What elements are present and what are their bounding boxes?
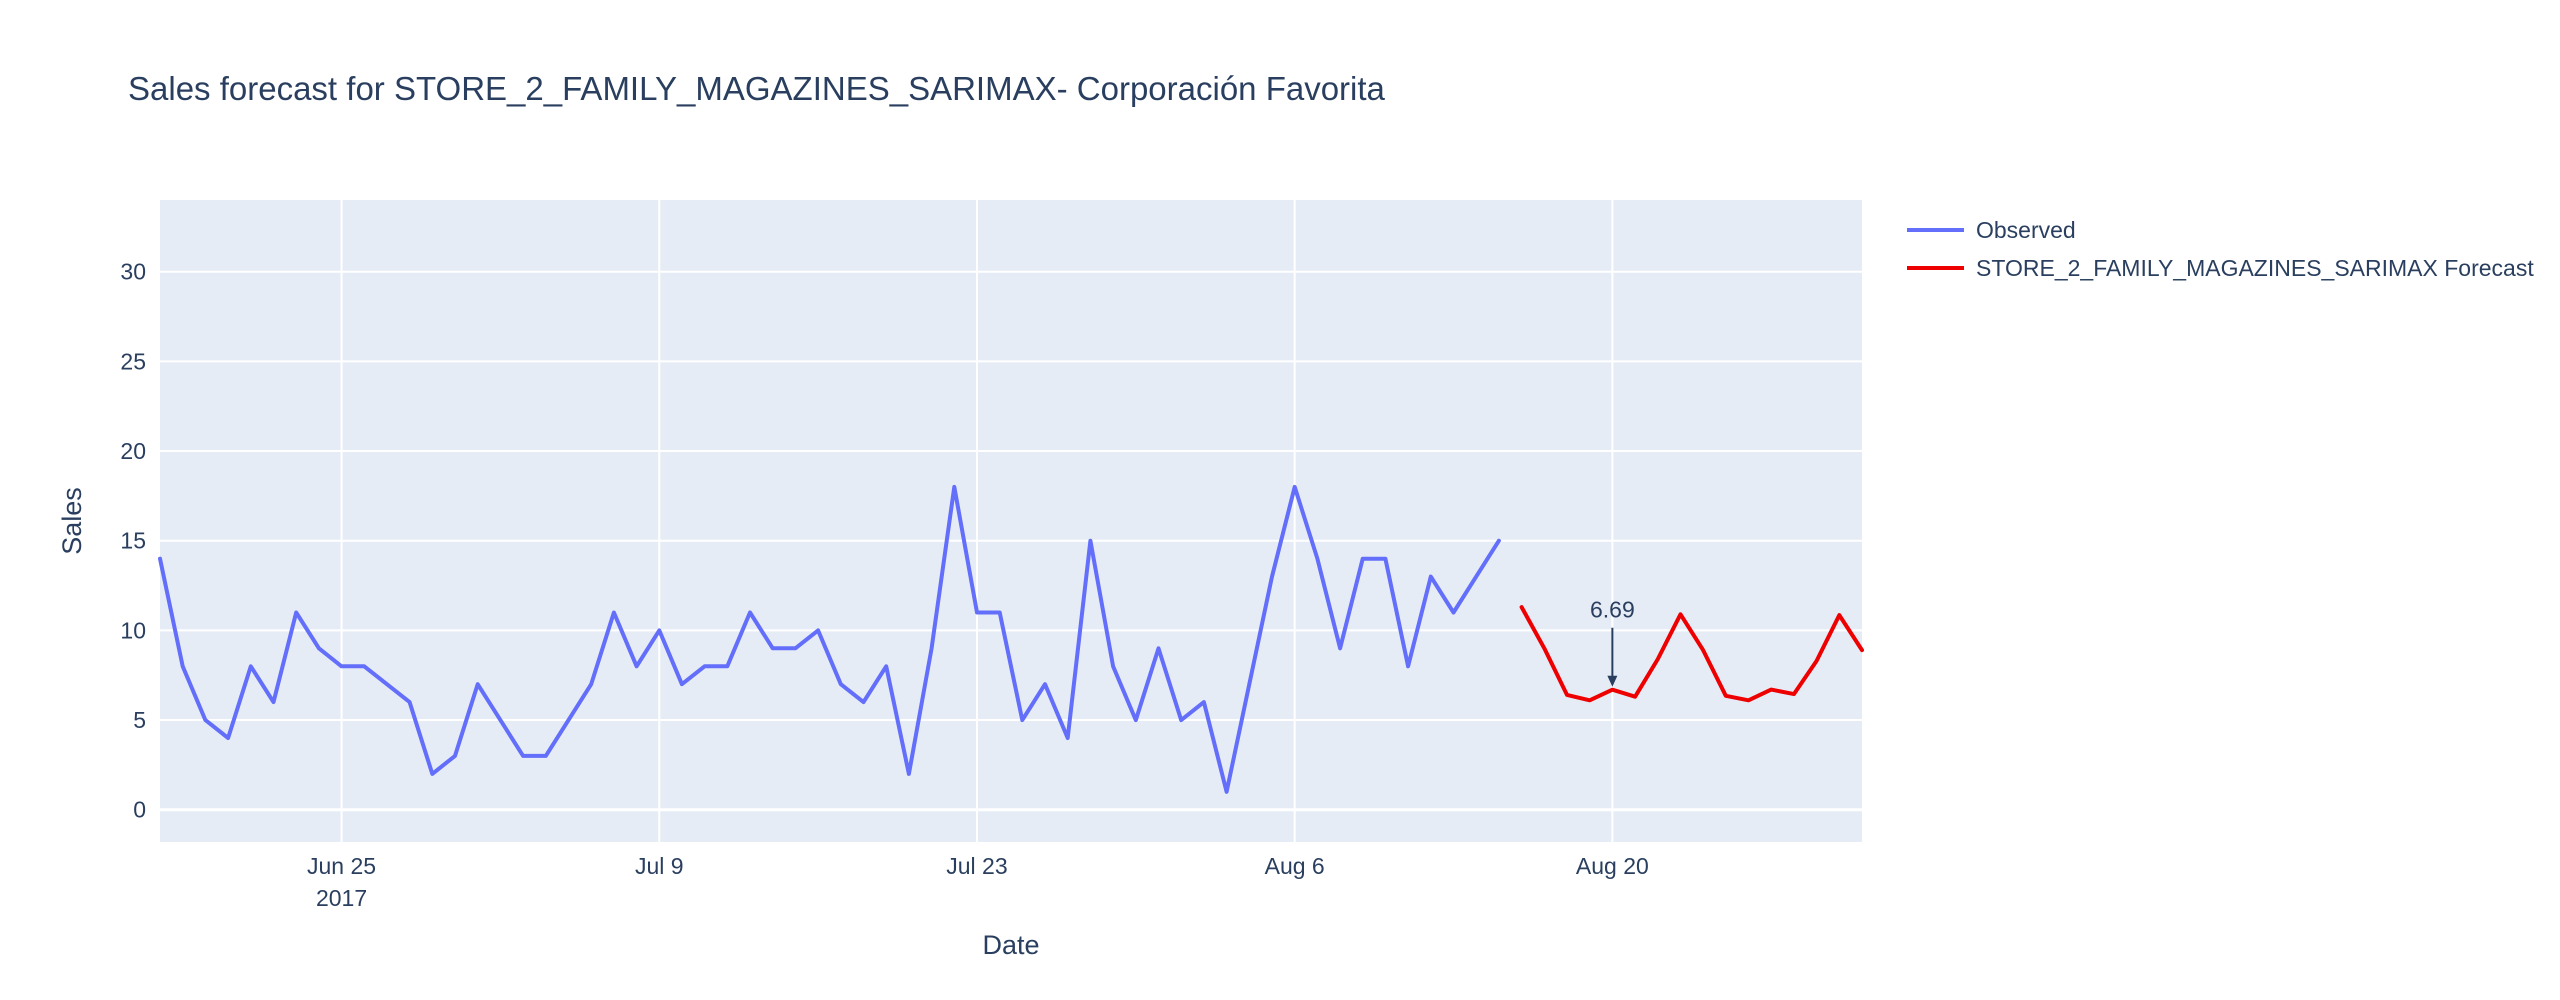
chart-title: Sales forecast for STORE_2_FAMILY_MAGAZI… <box>128 70 1386 107</box>
y-axis-title: Sales <box>57 487 87 555</box>
y-tick-label: 15 <box>120 528 146 554</box>
gridlines <box>160 200 1862 842</box>
legend-item[interactable]: Observed <box>1907 217 2076 243</box>
series-line-observed <box>158 484 1501 794</box>
x-tick-label: Aug 20 <box>1576 853 1649 879</box>
x-tick-labels: Jun 25 2017 Jul 9 Jul 23 Aug 6 Aug 20 <box>307 853 1649 911</box>
x-tick-label: Aug 6 <box>1265 853 1325 879</box>
y-tick-label: 10 <box>120 617 146 643</box>
plot-area <box>160 200 1862 842</box>
y-tick-labels: 0 5 10 15 20 25 30 <box>120 259 146 823</box>
y-tick-label: 25 <box>120 348 146 374</box>
legend-label: STORE_2_FAMILY_MAGAZINES_SARIMAX Forecas… <box>1976 255 2534 281</box>
x-axis-title: Date <box>982 930 1039 960</box>
x-tick-label: Jul 9 <box>635 853 684 879</box>
annotation-arrowhead <box>1607 675 1618 687</box>
y-tick-label: 5 <box>133 707 146 733</box>
annotation-label: 6.69 <box>1590 597 1635 623</box>
y-tick-label: 20 <box>120 438 146 464</box>
y-tick-label: 0 <box>133 797 146 823</box>
x-tick-label: Jun 25 <box>307 853 376 879</box>
series-lines <box>158 484 1864 794</box>
legend-label: Observed <box>1976 217 2076 243</box>
legend-item[interactable]: STORE_2_FAMILY_MAGAZINES_SARIMAX Forecas… <box>1907 255 2534 281</box>
y-tick-label: 30 <box>120 259 146 285</box>
x-tick-label: Jul 23 <box>946 853 1007 879</box>
annotations: 6.69 <box>1590 597 1635 687</box>
x-tick-sublabel: 2017 <box>316 885 367 911</box>
legend[interactable]: Observed STORE_2_FAMILY_MAGAZINES_SARIMAX… <box>1907 217 2534 281</box>
series-line-forecast <box>1519 605 1864 703</box>
